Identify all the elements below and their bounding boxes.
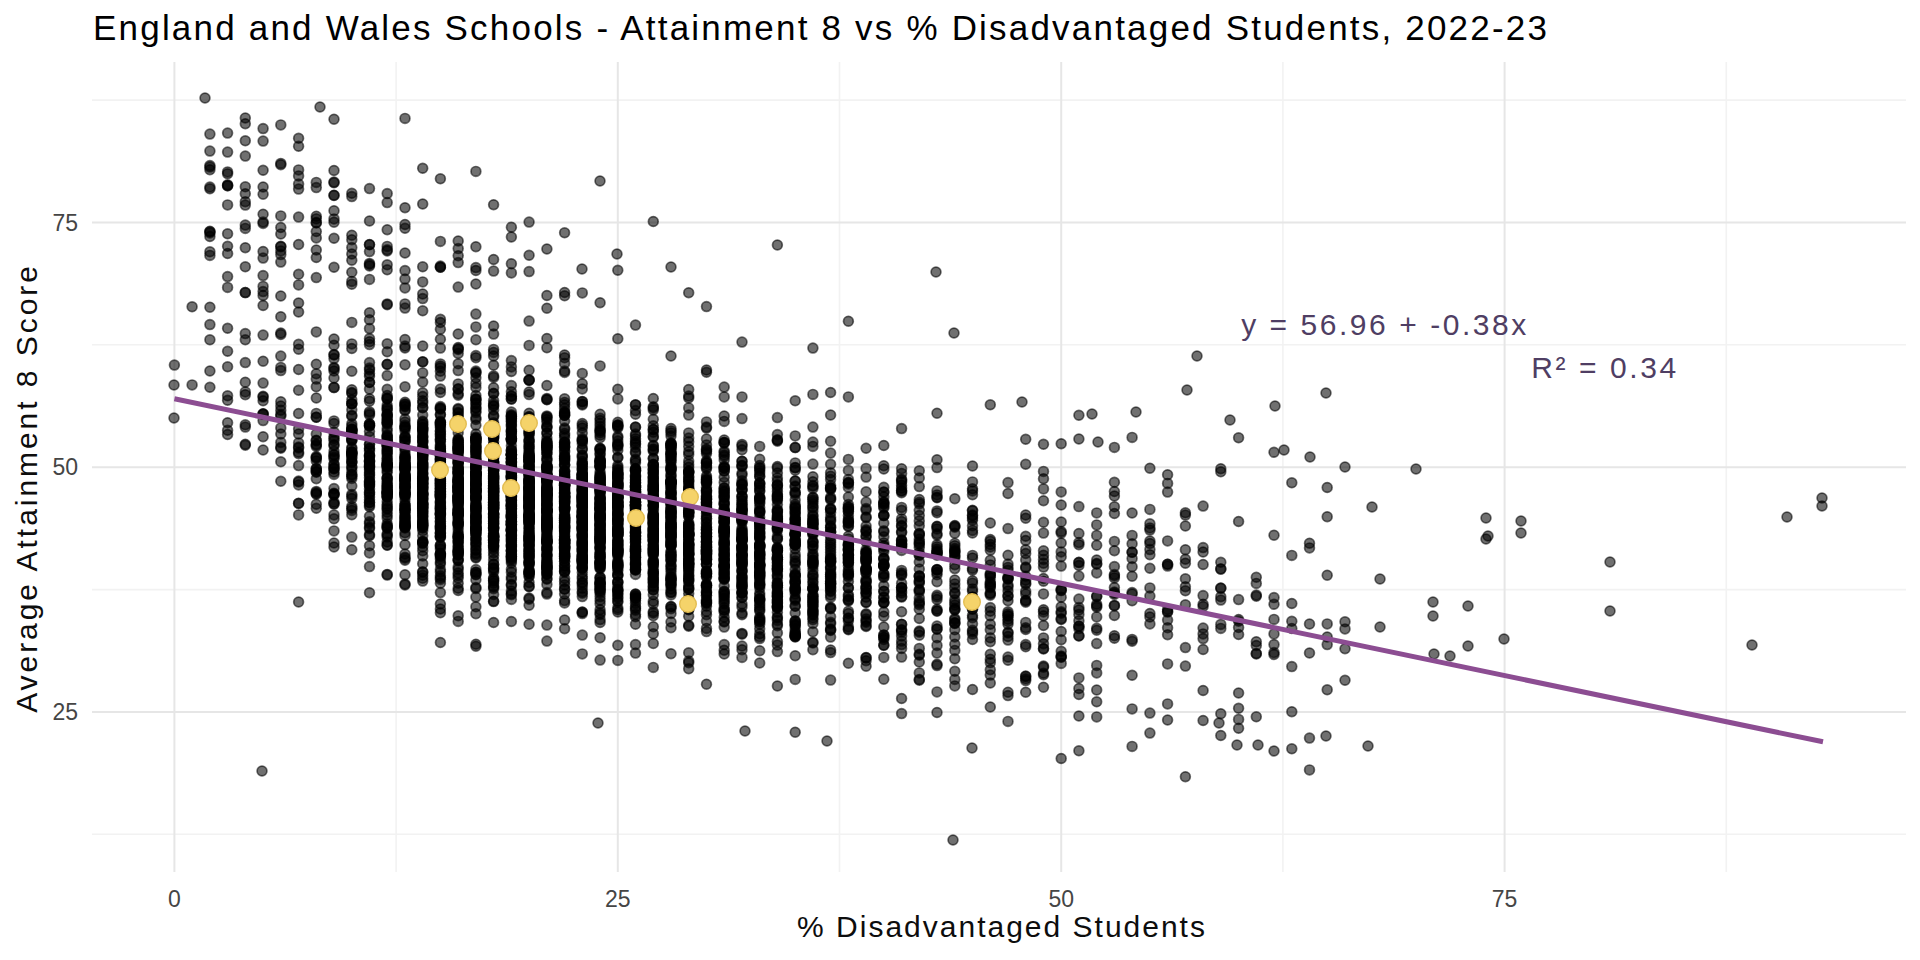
svg-text:% Disadvantaged Students: % Disadvantaged Students bbox=[797, 910, 1207, 943]
svg-text:England and Wales Schools - At: England and Wales Schools - Attainment 8… bbox=[93, 8, 1549, 47]
svg-text:25: 25 bbox=[52, 699, 78, 725]
svg-text:Average Attainment 8 Score: Average Attainment 8 Score bbox=[10, 263, 43, 713]
svg-text:75: 75 bbox=[52, 210, 78, 236]
svg-text:0: 0 bbox=[168, 886, 181, 912]
svg-text:75: 75 bbox=[1492, 886, 1518, 912]
svg-text:R² = 0.34: R² = 0.34 bbox=[1531, 351, 1679, 384]
svg-text:50: 50 bbox=[52, 454, 78, 480]
svg-text:25: 25 bbox=[605, 886, 631, 912]
svg-text:50: 50 bbox=[1048, 886, 1074, 912]
svg-text:y = 56.96 + -0.38x: y = 56.96 + -0.38x bbox=[1241, 308, 1529, 341]
